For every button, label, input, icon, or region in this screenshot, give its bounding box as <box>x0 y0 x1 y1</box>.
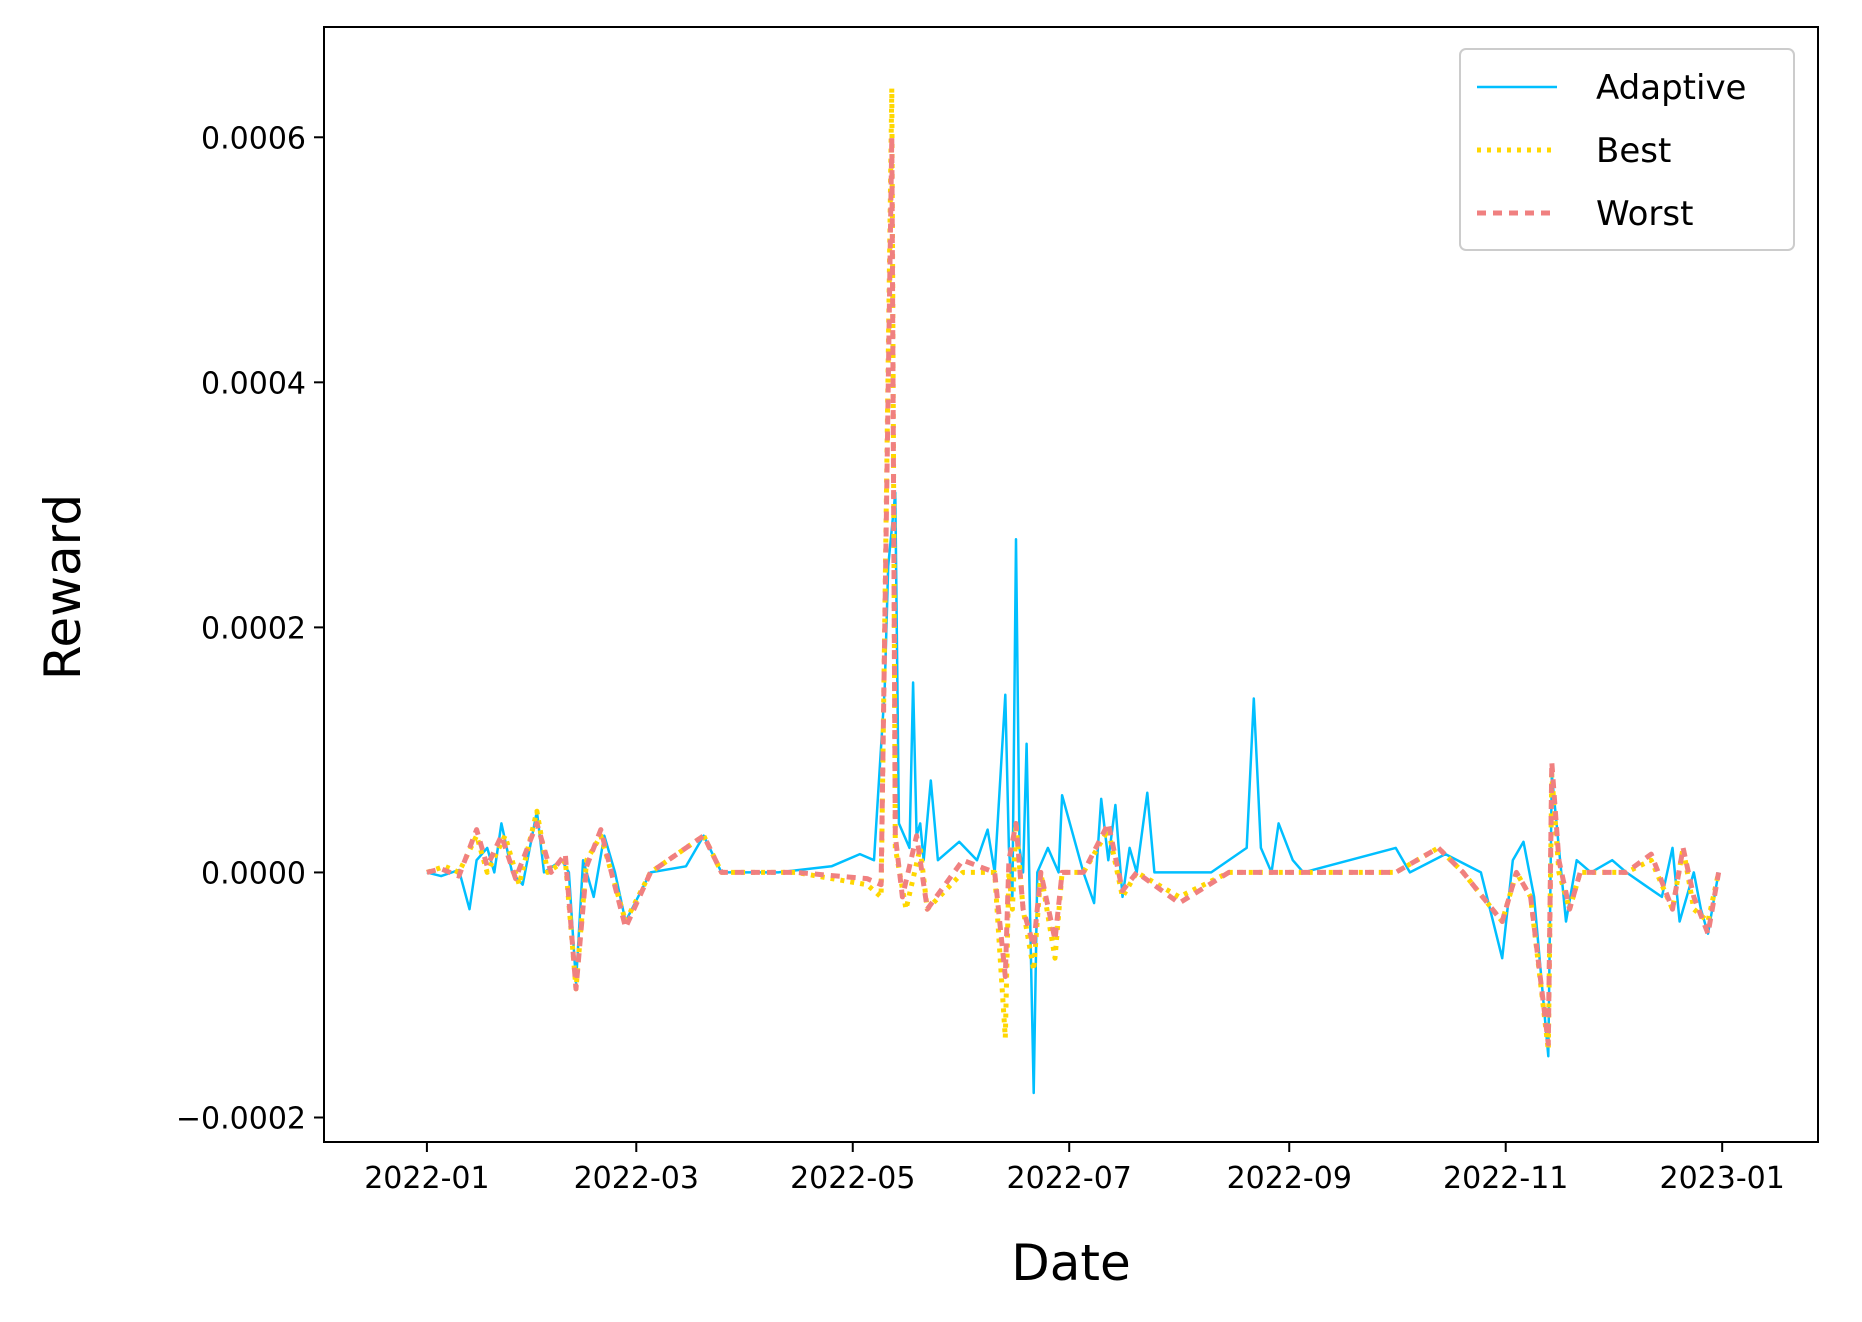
x-tick-label: 2022-11 <box>1443 1161 1568 1196</box>
y-tick-label: 0.0000 <box>201 856 306 891</box>
x-axis-title: Date <box>1011 1234 1131 1292</box>
x-axis: 2022-01 2022-03 2022-05 2022-07 2022-09 2022-… <box>364 1142 1785 1196</box>
x-tick-label: 2022-05 <box>790 1161 915 1196</box>
series-line-adaptive <box>426 491 1720 1095</box>
legend: Adaptive Best Worst <box>1459 48 1795 251</box>
y-tick-label: 0.0006 <box>201 121 306 156</box>
legend-box <box>1459 48 1795 251</box>
x-tick-label: 2022-01 <box>364 1161 489 1196</box>
y-axis-title: Reward <box>34 494 92 680</box>
series-line-worst <box>426 134 1722 1047</box>
series-layer <box>426 85 1722 1095</box>
x-tick-label: 2023-01 <box>1660 1161 1785 1196</box>
x-tick-label: 2022-09 <box>1227 1161 1352 1196</box>
legend-label-worst: Worst <box>1596 194 1693 234</box>
y-tick-label: 0.0004 <box>201 366 306 401</box>
y-tick-label: −0.0002 <box>176 1101 306 1136</box>
x-tick-label: 2022-07 <box>1007 1161 1132 1196</box>
legend-label-best: Best <box>1596 131 1671 171</box>
plot-frame <box>323 26 1819 1143</box>
x-tick-label: 2022-03 <box>574 1161 699 1196</box>
y-axis: −0.0002 0.0000 0.0002 0.0004 0.0006 <box>176 121 324 1136</box>
legend-label-adaptive: Adaptive <box>1596 68 1746 108</box>
y-tick-label: 0.0002 <box>201 611 306 646</box>
